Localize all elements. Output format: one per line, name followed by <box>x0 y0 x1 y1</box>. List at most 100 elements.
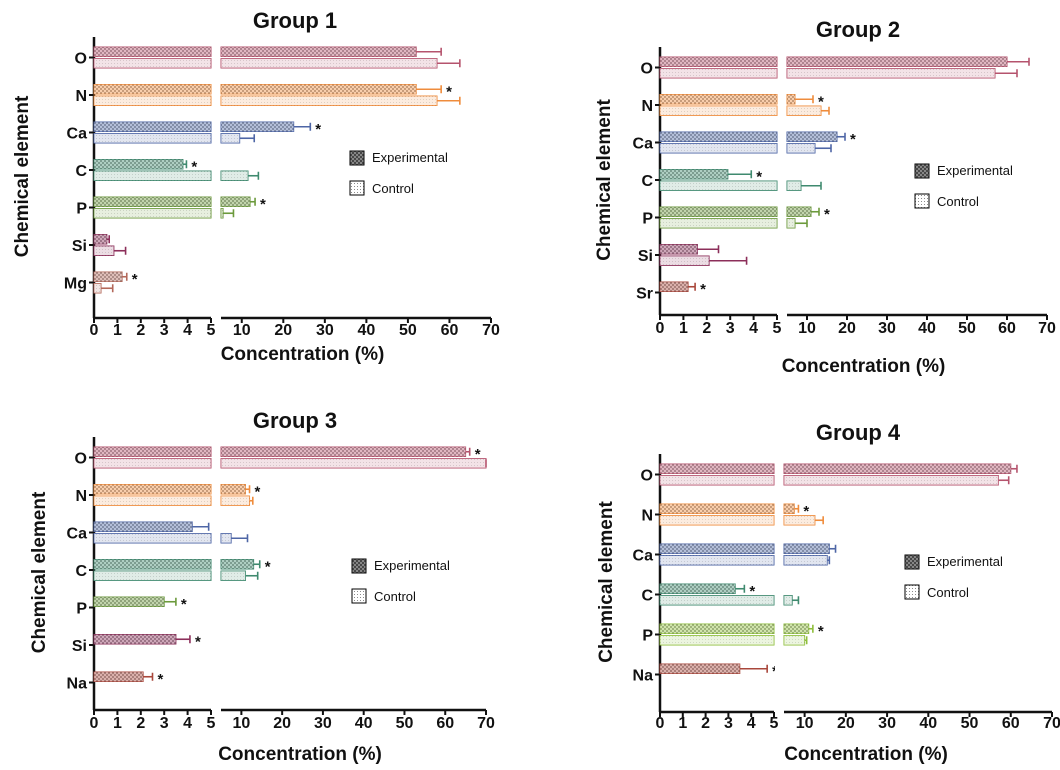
bar-texture <box>784 504 795 514</box>
axis-break-gap <box>778 45 786 309</box>
bar-texture <box>221 47 417 57</box>
bar-texture <box>94 122 211 132</box>
x-tick-label: 70 <box>1043 715 1060 732</box>
x-tick-label: 3 <box>160 322 169 339</box>
bar-texture <box>221 571 246 581</box>
category-label: O <box>641 468 653 485</box>
x-tick-label: 30 <box>314 715 332 732</box>
significance-star: * <box>818 623 824 640</box>
legend-label-control: Control <box>374 589 416 604</box>
bar-texture <box>221 84 417 94</box>
significance-star: * <box>803 503 809 520</box>
chart-title: Group 2 <box>816 17 900 42</box>
legend-swatch-control <box>914 193 930 209</box>
bar-texture <box>94 597 165 607</box>
bar-texture <box>784 635 805 645</box>
significance-star: * <box>315 121 321 138</box>
x-tick-label: 5 <box>207 715 216 732</box>
bar-texture <box>660 475 774 485</box>
category-label: C <box>75 563 87 580</box>
x-tick-label: 70 <box>1038 320 1056 337</box>
category-label: Ca <box>633 136 654 153</box>
x-tick-label: 20 <box>273 715 291 732</box>
legend-swatch-control <box>349 180 365 196</box>
bar-texture <box>221 447 466 457</box>
bar-texture <box>784 515 815 525</box>
bar-texture <box>94 246 114 256</box>
y-axis-label: Chemical element <box>12 95 33 257</box>
bar-texture <box>94 522 193 532</box>
chart-panel-1: Group 1 Chemical element Concentration (%)… <box>12 8 500 365</box>
bar-texture <box>221 559 254 569</box>
x-tick-label: 20 <box>837 715 855 732</box>
x-tick-label: 20 <box>274 322 292 339</box>
bar-texture <box>94 458 211 468</box>
significance-star: * <box>260 196 266 213</box>
legend-label-experimental: Experimental <box>937 163 1013 178</box>
axis-break-gap <box>212 35 220 312</box>
category-label: Si <box>72 238 87 255</box>
bar-texture <box>660 584 736 594</box>
x-tick-label: 5 <box>773 320 782 337</box>
significance-star: * <box>255 484 261 501</box>
x-tick-label: 30 <box>316 322 334 339</box>
bar-texture <box>787 132 837 142</box>
bar-texture <box>787 218 795 228</box>
legend-swatch-control <box>351 588 367 604</box>
legend-label-control: Control <box>927 585 969 600</box>
category-label: C <box>75 163 87 180</box>
bar-texture <box>94 533 211 543</box>
x-tick-label: 50 <box>958 320 976 337</box>
chart-panel-4: Group 4 Chemical element Concentration (%)… <box>596 420 1060 765</box>
bar-texture <box>221 58 437 68</box>
bar-texture <box>94 272 123 282</box>
bar-texture <box>221 171 248 181</box>
x-tick-label: 30 <box>878 320 896 337</box>
legend-label-control: Control <box>372 181 414 196</box>
significance-star: * <box>756 169 762 186</box>
bar-texture <box>787 94 795 104</box>
bar-texture <box>94 234 107 244</box>
legend-label-control: Control <box>937 194 979 209</box>
significance-star: * <box>749 583 755 600</box>
category-label: O <box>641 61 653 78</box>
bar-texture <box>660 132 777 142</box>
y-axis-label: Chemical element <box>594 99 615 261</box>
bar-texture <box>660 207 777 217</box>
x-tick-label: 30 <box>878 715 896 732</box>
category-label: Ca <box>67 126 88 143</box>
x-tick-label: 60 <box>1002 715 1020 732</box>
x-tick-label: 10 <box>798 320 816 337</box>
x-tick-label: 2 <box>136 322 145 339</box>
chart-title: Group 3 <box>253 408 337 433</box>
bar-texture <box>94 496 211 506</box>
category-label: Si <box>72 638 87 655</box>
significance-star: * <box>191 159 197 176</box>
x-tick-label: 4 <box>183 715 192 732</box>
x-tick-label: 2 <box>136 715 145 732</box>
category-label: Sr <box>636 286 653 303</box>
bar-texture <box>94 58 211 68</box>
legend-label-experimental: Experimental <box>372 150 448 165</box>
category-label: O <box>75 51 87 68</box>
x-tick-label: 1 <box>679 320 688 337</box>
bar-texture <box>94 84 211 94</box>
bar-texture <box>787 57 1007 67</box>
category-label: Na <box>633 668 654 685</box>
significance-star: * <box>158 671 164 688</box>
bar-texture <box>660 515 774 525</box>
bar-texture <box>660 664 740 674</box>
x-tick-label: 5 <box>770 715 779 732</box>
bar-texture <box>787 106 821 116</box>
bar-texture <box>660 504 774 514</box>
bar-texture <box>94 672 144 682</box>
x-tick-label: 10 <box>796 715 814 732</box>
x-tick-label: 4 <box>183 322 192 339</box>
bar-texture <box>784 475 999 485</box>
x-tick-label: 20 <box>838 320 856 337</box>
category-label: C <box>641 173 653 190</box>
category-label: Ca <box>67 526 88 543</box>
x-axis-label: Concentration (%) <box>218 744 382 765</box>
bar-texture <box>660 555 774 565</box>
x-tick-label: 1 <box>113 715 122 732</box>
